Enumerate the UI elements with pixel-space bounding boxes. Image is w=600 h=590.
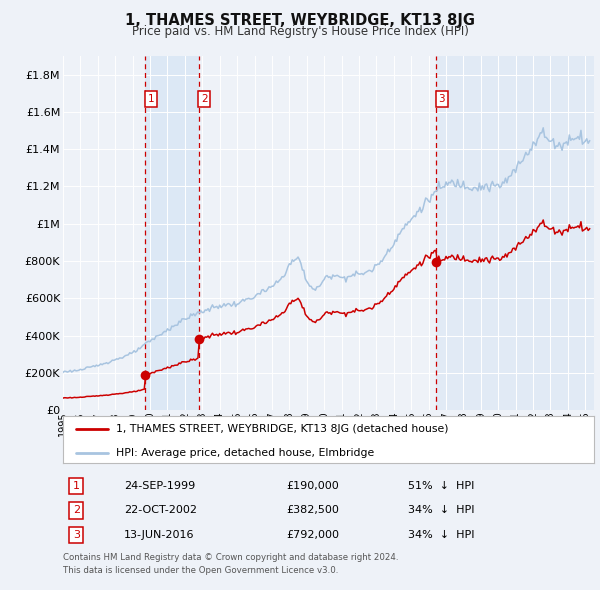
Bar [145,56,199,410]
Bar [436,56,600,410]
Text: HPI: Average price, detached house, Elmbridge: HPI: Average price, detached house, Elmb… [116,448,374,458]
Text: 2: 2 [201,94,208,104]
Text: 3: 3 [439,94,445,104]
Text: 3: 3 [73,530,80,540]
Text: This data is licensed under the Open Government Licence v3.0.: This data is licensed under the Open Gov… [63,566,338,575]
Text: £382,500: £382,500 [286,506,339,516]
Text: 2: 2 [73,506,80,516]
Text: 1, THAMES STREET, WEYBRIDGE, KT13 8JG (detached house): 1, THAMES STREET, WEYBRIDGE, KT13 8JG (d… [116,424,449,434]
Text: 34%  ↓  HPI: 34% ↓ HPI [408,506,475,516]
Text: 51%  ↓  HPI: 51% ↓ HPI [408,481,475,491]
Text: 34%  ↓  HPI: 34% ↓ HPI [408,530,475,540]
Text: 24-SEP-1999: 24-SEP-1999 [124,481,196,491]
Text: Price paid vs. HM Land Registry's House Price Index (HPI): Price paid vs. HM Land Registry's House … [131,25,469,38]
Text: 22-OCT-2002: 22-OCT-2002 [124,506,197,516]
Text: 1: 1 [73,481,80,491]
Text: 1, THAMES STREET, WEYBRIDGE, KT13 8JG: 1, THAMES STREET, WEYBRIDGE, KT13 8JG [125,13,475,28]
Text: 1: 1 [148,94,154,104]
Text: £792,000: £792,000 [286,530,339,540]
Text: 13-JUN-2016: 13-JUN-2016 [124,530,194,540]
Text: Contains HM Land Registry data © Crown copyright and database right 2024.: Contains HM Land Registry data © Crown c… [63,553,398,562]
Text: £190,000: £190,000 [286,481,339,491]
